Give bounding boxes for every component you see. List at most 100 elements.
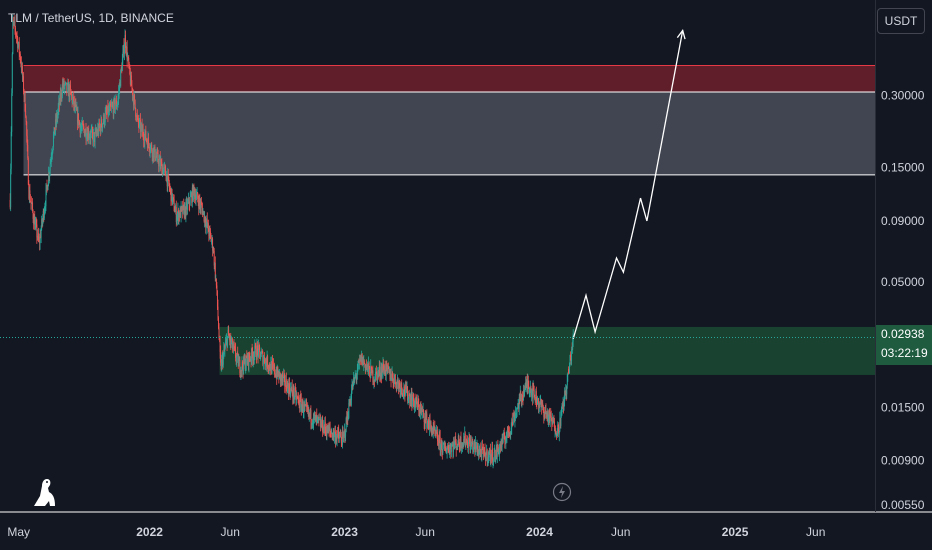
candle-body [513,415,515,422]
candle-body [243,356,245,372]
candle-body [293,396,295,399]
candle-body [259,351,261,359]
candle-body [29,190,31,201]
price-tick-label: 0.15000 [881,161,925,175]
candle-body [235,349,237,358]
candle-body [416,398,418,404]
candle-body [160,161,162,163]
time-axis[interactable]: May 2022 Jun 2023 Jun 2024 Jun 2025 Jun [7,525,825,539]
candle-body [164,166,166,169]
candle-body [286,382,288,393]
candle-body [22,76,24,77]
candle-body [309,412,311,416]
candle-body [485,456,487,461]
candle-body [278,372,280,380]
candle-body [549,413,551,422]
candle-body [340,434,342,437]
candle-body [415,398,417,403]
candle-body [434,431,436,433]
candle-body [40,229,42,238]
candle-body [305,404,307,406]
candle-body [435,431,437,434]
symbol-title[interactable]: TLM / TetherUS, 1D, BINANCE [8,11,174,25]
candle-body [360,355,362,360]
candle-body [124,35,126,47]
candle-body [73,96,75,106]
candle-body [346,413,348,423]
candle-body [224,347,226,351]
candle-body [448,451,450,454]
candle-body [257,349,259,357]
candle-body [63,80,65,88]
candle-body [369,376,371,379]
candle-body [247,353,249,363]
candle-body [120,70,122,87]
candle-body [547,412,549,423]
replay-bolt-icon[interactable] [552,482,572,502]
candle-body [12,20,14,23]
candle-body [191,187,193,203]
candle-body [376,373,378,381]
candle-body [406,386,408,393]
candle-body [200,203,202,205]
candle-body [158,161,160,167]
candle-body [133,95,135,106]
candle-body [470,440,472,451]
candle-body [534,399,536,402]
candle-body [455,439,457,443]
candle-body [520,392,522,395]
candle-body [438,435,440,447]
candle-body [65,82,67,84]
candle-body [299,405,301,408]
candle-body [388,368,390,373]
candle-body [380,369,382,377]
candle-body [230,336,232,344]
candle-body [114,105,116,110]
candle-body [396,380,398,382]
candle-body [113,99,115,101]
candle-body [426,413,428,428]
candle-body [142,129,144,132]
candle-body [299,397,301,408]
candle-body [182,206,184,214]
projection-arrowhead [676,28,686,40]
candle-body [248,353,250,366]
candle-body [536,400,538,404]
candle-body [477,453,479,455]
candle-body [395,383,397,389]
candle-body [252,356,254,361]
candle-body [511,419,513,424]
candle-body [233,344,235,348]
candle-body [215,278,217,286]
candle-body [362,357,364,364]
candle-body [400,389,402,393]
candle-body [128,58,130,66]
candle-body [387,365,389,369]
candle-body [283,374,285,376]
candle-body [183,205,185,217]
candle-body [109,103,111,107]
candle-body [126,46,128,53]
candle-body [221,359,223,369]
candle-body [217,306,219,318]
tradingview-dino-icon[interactable] [30,476,58,508]
candle-body [302,401,304,413]
candle-body [46,184,48,187]
candle-body [341,441,343,445]
candle-body [378,371,380,374]
candle-body [163,167,165,170]
candle-body [343,434,344,438]
currency-button[interactable]: USDT [877,8,925,34]
candle-body [261,352,263,353]
candle-body [31,203,33,204]
candle-body [421,408,422,412]
candle-body [363,360,365,364]
candle-body [163,169,164,175]
candle-body [541,403,543,408]
time-tick-label: May [7,525,30,539]
candle-body [146,140,148,142]
candle-body [85,129,86,133]
candle-body [307,408,309,412]
price-axis[interactable]: 0.30000 0.15000 0.09000 0.05000 0.01500 0.009… [881,88,925,512]
